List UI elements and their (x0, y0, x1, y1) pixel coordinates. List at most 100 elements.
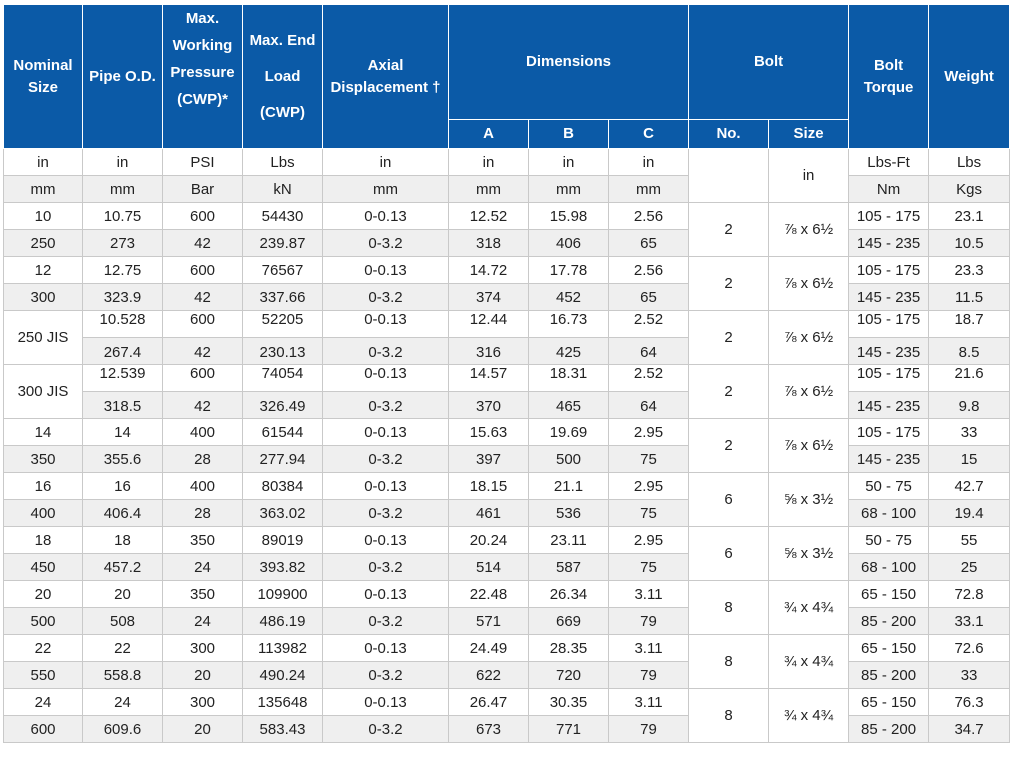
cell-dim-b: 465 (528, 391, 609, 419)
cell-dim-b: 19.69 (528, 418, 609, 446)
cell-nominal-size: 600 (3, 715, 83, 743)
cell-dim-b: 17.78 (528, 256, 609, 284)
cell-dim-a: 514 (448, 553, 529, 581)
cell-axial-displacement: 0-0.13 (322, 310, 449, 338)
header-pipe-od: Pipe O.D. (82, 4, 163, 149)
cell-bolt-torque: 145 - 235 (848, 283, 930, 311)
cell-bolt-torque: 145 - 235 (848, 391, 930, 419)
cell-bolt-torque: 145 - 235 (848, 229, 930, 257)
cell-dim-c: 75 (607, 499, 690, 527)
cell-dim-c: 65 (607, 283, 690, 311)
cell-dim-b: 500 (528, 445, 609, 473)
cell-end-load: 363.02 (242, 499, 323, 527)
cell-bolt-no: 6 (688, 472, 770, 527)
cell-dim-a: 24.49 (448, 634, 529, 662)
cell-weight: 33 (928, 661, 1011, 689)
cell-bolt-no: 6 (688, 526, 770, 581)
table-row: 550 558.8 20 490.24 0-3.2 622 720 79 85 - 200 33 (3, 661, 1011, 689)
cell-nominal-size: 22 (3, 634, 83, 662)
cell-bolt-size: ⅞ x 6½ (768, 418, 850, 473)
cell-end-load: 52205 (242, 310, 323, 338)
cell-end-load: 74054 (242, 364, 323, 392)
table-row: 267.4 42 230.13 0-3.2 316 425 64 145 - 235 8.5 (4, 337, 1011, 365)
cell-weight: 42.7 (928, 472, 1011, 500)
cell-pipe-od: 609.6 (82, 715, 163, 743)
cell-dim-c: 65 (607, 229, 690, 257)
cell-pipe-od: 273 (82, 229, 163, 257)
cell-bolt-size: ⅝ x 3½ (768, 526, 850, 581)
cell-dim-b: 406 (528, 229, 609, 257)
unit-cell-bolt-size: in (768, 148, 850, 203)
table-row: 24 24 300 135648 0-0.13 26.47 30.35 3.11 8 ¾ x 4¾… (3, 688, 1011, 743)
cell-dim-c: 3.11 (607, 688, 690, 716)
units-imperial-row: in in PSI Lbs in in in in in Lbs-Ft Lbs (3, 148, 1011, 203)
cell-dim-a: 14.72 (448, 256, 529, 284)
cell-dim-a: 397 (448, 445, 529, 473)
cell-pipe-od: 10.75 (82, 202, 163, 230)
unit-cell: Bar (162, 175, 243, 203)
cell-pipe-od: 12.539 (82, 364, 163, 392)
cell-dim-b: 16.73 (528, 310, 609, 338)
table-row: 14 14 400 61544 0-0.13 15.63 19.69 2.95 2 ⅞ x 6½ 1… (3, 418, 1011, 473)
cell-pressure: 20 (162, 661, 243, 689)
cell-weight: 34.7 (928, 715, 1011, 743)
cell-pipe-od: 10.528 (82, 310, 163, 338)
cell-bolt-torque: 68 - 100 (848, 553, 930, 581)
cell-weight: 21.6 (928, 364, 1011, 392)
cell-weight: 25 (928, 553, 1011, 581)
cell-bolt-no: 2 (688, 364, 770, 419)
cell-end-load: 490.24 (242, 661, 323, 689)
cell-dim-c: 2.95 (607, 418, 690, 446)
table-row: 300 JIS 12.539 600 74054 0-0.13 14.57 18.31 2.5… (3, 364, 1011, 419)
cell-pressure: 600 (162, 310, 243, 338)
header-dim-c: C (607, 119, 690, 149)
table-row: 10 10.75 600 54430 0-0.13 12.52 15.98 2.56 2 ⅞ x … (3, 202, 1011, 257)
cell-bolt-size: ⅞ x 6½ (768, 202, 850, 257)
cell-weight: 10.5 (928, 229, 1011, 257)
cell-pipe-od: 12.75 (82, 256, 163, 284)
cell-pipe-od: 14 (82, 418, 163, 446)
cell-dim-b: 28.35 (528, 634, 609, 662)
cell-dim-a: 673 (448, 715, 529, 743)
cell-nominal-size: 300 (3, 283, 83, 311)
cell-bolt-no: 8 (688, 634, 770, 689)
unit-cell: in (607, 148, 690, 176)
unit-cell: mm (82, 175, 163, 203)
cell-axial-displacement: 0-0.13 (322, 580, 449, 608)
cell-nominal-size: 500 (3, 607, 83, 635)
cell-pressure: 600 (162, 202, 243, 230)
cell-dim-b: 452 (528, 283, 609, 311)
header-dim-b: B (528, 119, 609, 149)
cell-nominal-size: 350 (3, 445, 83, 473)
cell-nominal-size: 16 (3, 472, 83, 500)
header-bolt-torque: Bolt Torque (848, 4, 930, 149)
unit-cell: in (322, 148, 449, 176)
cell-dim-a: 12.44 (448, 310, 529, 338)
spec-table-body: in in PSI Lbs in in in in in Lbs-Ft Lbs … (3, 148, 1011, 743)
cell-bolt-torque: 145 - 235 (848, 337, 930, 365)
cell-bolt-torque: 65 - 150 (848, 634, 930, 662)
cell-pipe-od: 406.4 (82, 499, 163, 527)
cell-end-load: 54430 (242, 202, 323, 230)
cell-pipe-od: 355.6 (82, 445, 163, 473)
cell-weight: 72.6 (928, 634, 1011, 662)
header-bolt-no: No. (688, 119, 770, 149)
table-row: 22 22 300 113982 0-0.13 24.49 28.35 3.11 8 ¾ x 4¾… (3, 634, 1011, 689)
cell-dim-a: 26.47 (448, 688, 529, 716)
cell-pressure: 400 (162, 418, 243, 446)
cell-end-load: 486.19 (242, 607, 323, 635)
cell-axial-displacement: 0-3.2 (322, 445, 449, 473)
unit-cell: Lbs-Ft (848, 148, 930, 176)
unit-cell: kN (242, 175, 323, 203)
cell-bolt-no: 8 (688, 580, 770, 635)
cell-weight: 11.5 (928, 283, 1011, 311)
cell-end-load: 135648 (242, 688, 323, 716)
cell-end-load: 239.87 (242, 229, 323, 257)
unit-cell: Nm (848, 175, 930, 203)
cell-dim-b: 30.35 (528, 688, 609, 716)
cell-weight: 9.8 (928, 391, 1011, 419)
cell-dim-b: 425 (528, 337, 609, 365)
cell-dim-b: 587 (528, 553, 609, 581)
table-row: 250 JIS 10.528 600 52205 0-0.13 12.44 16.73 2.5… (3, 310, 1011, 365)
cell-dim-a: 20.24 (448, 526, 529, 554)
